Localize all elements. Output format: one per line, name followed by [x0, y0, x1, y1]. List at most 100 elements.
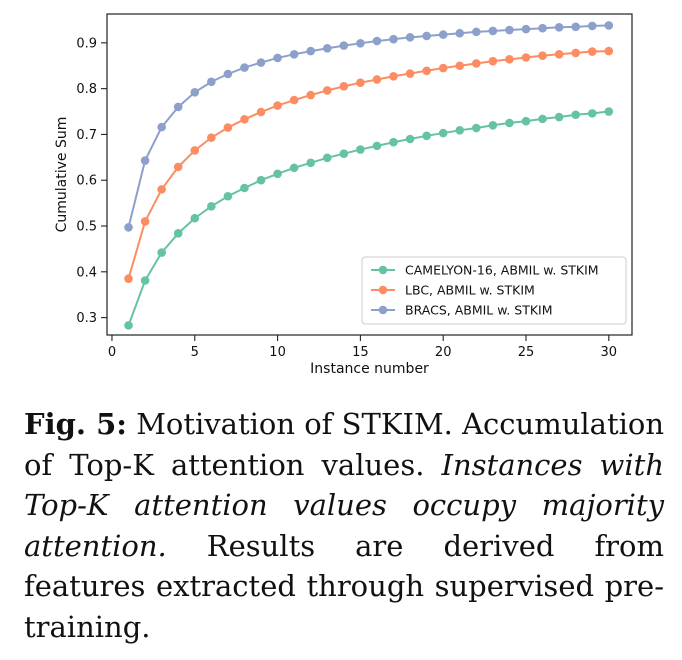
- series-1-point: [604, 107, 614, 116]
- series-3-point: [190, 88, 200, 97]
- series-1-point: [256, 175, 266, 185]
- series-1-point: [538, 114, 547, 124]
- series-2-point: [240, 115, 249, 124]
- legend-entry-3: BRACS, ABMIL w. STKIM: [405, 303, 553, 318]
- series-3-point: [207, 77, 216, 87]
- series-2-point: [140, 217, 150, 226]
- series-2-point: [157, 185, 166, 194]
- series-3-point: [289, 49, 299, 59]
- series-1-point: [554, 112, 564, 122]
- series-3-point: [140, 156, 150, 165]
- y-tick-label: 0.3: [76, 311, 97, 326]
- series-1-point: [521, 116, 531, 126]
- series-1-point: [339, 149, 349, 158]
- series-3-point: [571, 22, 580, 32]
- y-tick-label: 0.7: [76, 128, 97, 143]
- series-3-point: [488, 26, 498, 36]
- series-2-point: [455, 61, 465, 71]
- series-1-point: [140, 276, 150, 285]
- series-3-point: [587, 21, 597, 31]
- y-tick-label: 0.5: [76, 220, 97, 235]
- series-3-point: [173, 102, 183, 112]
- series-1-point: [438, 128, 448, 138]
- y-tick-label: 0.4: [76, 265, 97, 280]
- series-2-point: [190, 146, 200, 155]
- series-1-point: [273, 169, 282, 179]
- series-3-point: [356, 39, 365, 48]
- series-3-point: [472, 27, 481, 37]
- series-3-point: [256, 58, 266, 67]
- series-1-point: [472, 123, 481, 133]
- series-3-point: [455, 28, 465, 38]
- series-3-point: [124, 223, 133, 232]
- series-1-point: [124, 321, 133, 330]
- series-1-point: [173, 229, 183, 238]
- x-tick-label: 15: [352, 345, 369, 360]
- series-3-point: [538, 23, 547, 33]
- y-tick-label: 0.6: [76, 174, 97, 189]
- legend-marker-2: [378, 285, 388, 295]
- series-2-point: [538, 51, 547, 60]
- legend-marker-1: [378, 265, 388, 275]
- legend-box: [361, 256, 627, 325]
- series-2-point: [173, 162, 183, 172]
- series-2-point: [521, 53, 531, 62]
- caption-text-2: Results are derived from features extrac…: [24, 528, 664, 644]
- series-2-point: [422, 66, 431, 76]
- series-3-point: [554, 22, 564, 32]
- series-2-point: [405, 69, 415, 78]
- series-3-point: [521, 24, 531, 34]
- series-1-point: [505, 118, 514, 128]
- series-1-point: [223, 191, 233, 201]
- series-1-point: [389, 137, 398, 147]
- series-2-point: [389, 71, 398, 81]
- series-1-point: [306, 158, 316, 168]
- y-tick-label: 0.9: [76, 36, 97, 51]
- series-1-point: [455, 126, 465, 135]
- x-tick-label: 10: [269, 345, 286, 360]
- plot-frame: [106, 13, 633, 336]
- series-2-point: [306, 90, 316, 100]
- series-2-point: [488, 56, 498, 66]
- series-1-point: [289, 163, 299, 173]
- series-1-point: [190, 213, 200, 223]
- series-1-point: [405, 134, 415, 144]
- x-tick-label: 20: [435, 345, 452, 360]
- series-3-point: [273, 53, 282, 63]
- series-2-point: [207, 133, 216, 142]
- series-layer: [124, 21, 614, 330]
- chart: 0 5 10 15 20 25 30 0.3 0.4 0.5 0.6 0.7 0.8 0.9 Instan…: [54, 13, 633, 377]
- series-2-point: [273, 101, 282, 110]
- series-1-point: [356, 145, 365, 154]
- series-2-point: [571, 48, 580, 58]
- series-3-point: [306, 46, 316, 56]
- y-axis-label: Cumulative Sum: [54, 117, 70, 233]
- series-2-point: [587, 47, 597, 56]
- x-tick-label: 0: [108, 345, 116, 360]
- series-2-point: [356, 78, 365, 87]
- caption-text-1: Motivation of STKIM. Accumulation of Top…: [24, 407, 665, 482]
- series-2-point: [256, 107, 266, 117]
- series-2-point: [289, 95, 299, 105]
- x-tick-label: 30: [601, 345, 618, 360]
- figure-caption: Fig. 5: Motivation of STKIM. Accumulatio…: [24, 404, 664, 647]
- series-1-point: [488, 120, 498, 130]
- series-1-point: [240, 183, 249, 193]
- series-1-point: [587, 109, 597, 118]
- legend-entry-2: LBC, ABMIL w. STKIM: [405, 283, 535, 298]
- figure-label: Fig. 5:: [24, 407, 127, 441]
- series-2-point: [372, 75, 382, 84]
- series-2-point: [554, 49, 564, 59]
- series-3-point: [422, 31, 431, 41]
- series-2-point: [322, 86, 332, 95]
- series-3-point: [505, 25, 514, 35]
- series-1-point: [322, 153, 332, 163]
- axes: 0 5 10 15 20 25 30 0.3 0.4 0.5 0.6 0.7 0.8 0.9: [76, 13, 633, 360]
- series-1-point: [207, 202, 216, 211]
- series-3-point: [438, 30, 448, 39]
- legend-marker-3: [378, 305, 388, 315]
- series-line-2: [127, 50, 609, 279]
- series-2-point: [124, 274, 133, 283]
- x-axis-label: Instance number: [310, 361, 429, 377]
- y-tick-label: 0.8: [76, 82, 97, 97]
